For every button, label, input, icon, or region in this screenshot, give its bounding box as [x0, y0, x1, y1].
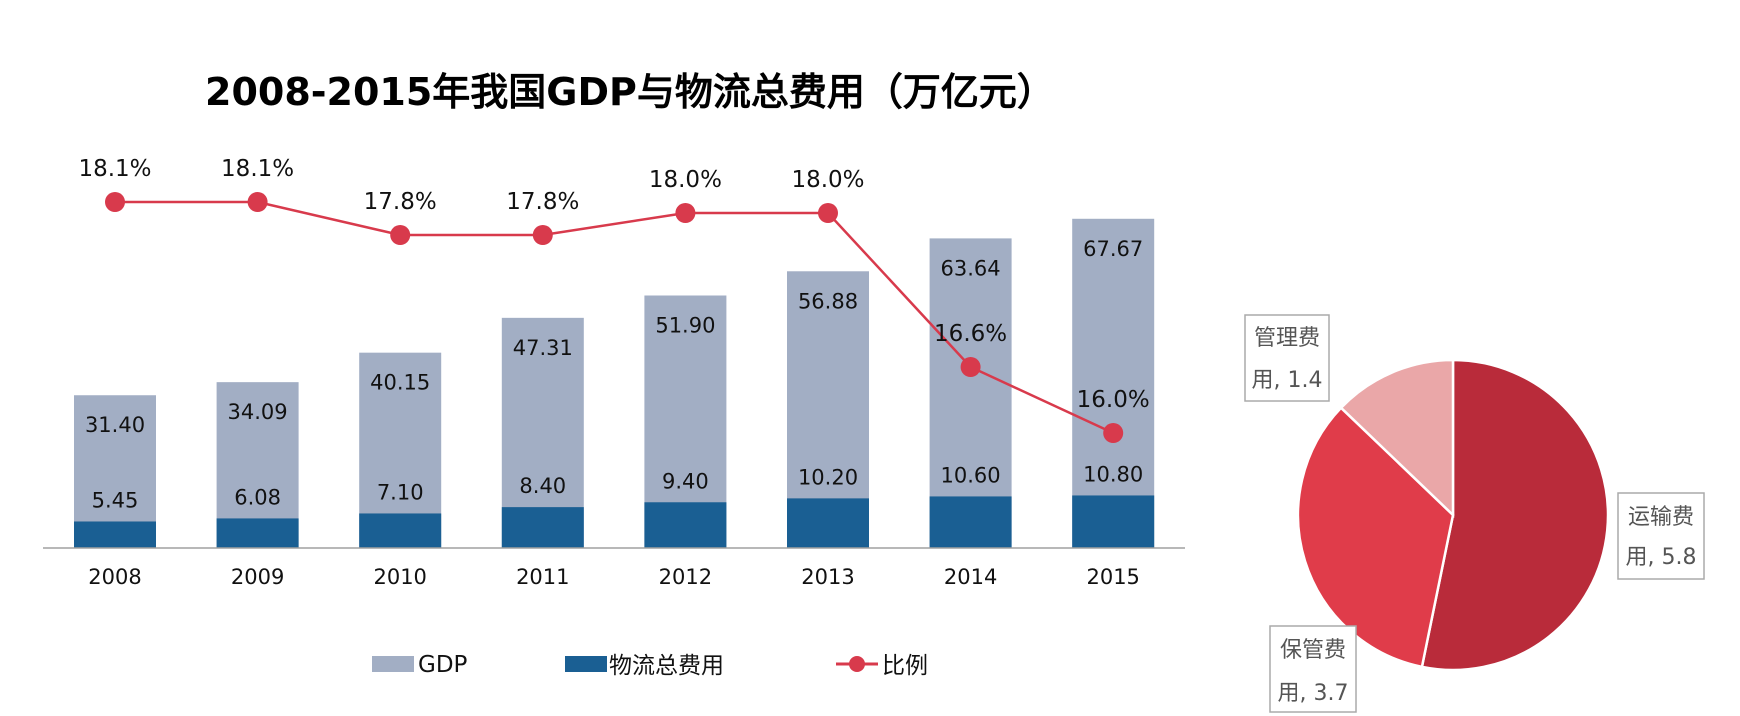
pie-slice-transport [1420, 358, 1610, 672]
x-tick-2015: 2015 [1086, 565, 1139, 589]
gdp-value-label-2014: 63.64 [941, 256, 1001, 280]
logistics-bar-2012 [644, 502, 727, 548]
ratio-label-2008: 18.1% [78, 156, 151, 182]
gdp-bar-2015 [1072, 218, 1155, 548]
chart-title: 2008-2015年我国GDP与物流总费用（万亿元） [205, 70, 1055, 114]
ratio-point-2009 [247, 192, 268, 212]
pie-label-management-line2: 用, 1.4 [1252, 368, 1323, 393]
x-tick-2013: 2013 [801, 565, 854, 589]
logistics-value-label-2011: 8.40 [519, 474, 566, 498]
legend-gdp-swatch [372, 656, 414, 672]
legend-ratio-label: 比例 [882, 653, 928, 679]
logistics-bar-2011 [501, 507, 584, 548]
gdp-value-label-2008: 31.40 [85, 413, 145, 437]
pie-slice-management [1339, 358, 1455, 518]
gdp-value-label-2011: 47.31 [513, 336, 573, 360]
pie-label-storage: 保管费 用, 3.7 [1269, 625, 1357, 713]
ratio-point-2011 [532, 225, 553, 245]
x-tick-2010: 2010 [373, 565, 426, 589]
x-tick-2009: 2009 [231, 565, 284, 589]
logistics-bars: 5.45 6.08 7.10 8.40 9.40 10.20 10.60 10.80 [74, 462, 1155, 548]
gdp-value-label-2015: 67.67 [1083, 237, 1143, 261]
x-tick-2014: 2014 [944, 565, 997, 589]
pie-labels: 运输费 用, 5.8 保管费 用, 3.7 管理费 用, 1.4 [1244, 314, 1705, 713]
ratio-line [115, 200, 1114, 435]
pie-label-transport-line1: 运输费 [1628, 505, 1694, 530]
gdp-bar-2014 [929, 238, 1012, 548]
x-tick-2012: 2012 [659, 565, 712, 589]
logistics-value-label-2009: 6.08 [234, 485, 281, 509]
logistics-value-label-2010: 7.10 [377, 480, 424, 504]
gdp-value-label-2012: 51.90 [655, 314, 715, 338]
logistics-bar-2013 [787, 498, 869, 548]
legend: GDP 物流总费用 比例 [372, 652, 928, 679]
logistics-bar-2010 [359, 513, 442, 548]
pie-slice-storage [1296, 406, 1455, 669]
pie-label-management-line1: 管理费 [1254, 326, 1320, 351]
logistics-bar-2014 [929, 496, 1012, 548]
x-axis-ticks: 2008 2009 2010 2011 2012 2013 2014 2015 [88, 565, 1140, 589]
ratio-point-2010 [390, 225, 411, 245]
logistics-value-label-2012: 9.40 [662, 469, 709, 493]
gdp-value-label-2009: 34.09 [228, 400, 288, 424]
pie-label-storage-line1: 保管费 [1280, 638, 1346, 663]
ratio-label-2012: 18.0% [649, 167, 722, 193]
ratio-point-2014 [960, 357, 981, 377]
x-tick-2008: 2008 [88, 565, 141, 589]
ratio-label-2010: 17.8% [364, 189, 437, 215]
legend-logistics-label: 物流总费用 [609, 653, 724, 679]
gdp-value-label-2010: 40.15 [370, 371, 430, 395]
ratio-label-2011: 17.8% [506, 189, 579, 215]
logistics-value-label-2008: 5.45 [92, 488, 139, 512]
ratio-point-2012 [675, 203, 696, 223]
legend-ratio-marker [849, 656, 865, 672]
logistics-value-label-2014: 10.60 [941, 463, 1001, 487]
pie-label-transport: 运输费 用, 5.8 [1617, 492, 1705, 580]
gdp-value-label-2013: 56.88 [798, 289, 858, 313]
x-tick-2011: 2011 [516, 565, 569, 589]
ratio-label-2013: 18.0% [791, 167, 864, 193]
cost-breakdown-pie [1296, 358, 1610, 672]
legend-gdp-label: GDP [418, 652, 468, 678]
pie-label-management: 管理费 用, 1.4 [1244, 314, 1330, 402]
ratio-point-2008 [105, 192, 125, 212]
logistics-bar-2009 [216, 518, 299, 548]
pie-label-transport-line2: 用, 5.8 [1626, 545, 1697, 570]
ratio-label-2009: 18.1% [221, 156, 294, 182]
logistics-value-label-2013: 10.20 [798, 465, 858, 489]
legend-logistics-swatch [565, 656, 607, 672]
ratio-label-2014: 16.6% [934, 321, 1007, 347]
logistics-value-label-2015: 10.80 [1083, 462, 1143, 486]
ratio-label-2015: 16.0% [1077, 387, 1150, 413]
pie-label-storage-line2: 用, 3.7 [1278, 681, 1349, 706]
ratio-point-2015 [1103, 423, 1124, 443]
ratio-point-2013 [818, 203, 838, 223]
logistics-bar-2008 [74, 521, 156, 548]
logistics-bar-2015 [1072, 495, 1155, 548]
ratio-line-series: 18.1% 18.1% 17.8% 17.8% 18.0% 18.0% 16.6% 16.0% [78, 156, 1150, 443]
